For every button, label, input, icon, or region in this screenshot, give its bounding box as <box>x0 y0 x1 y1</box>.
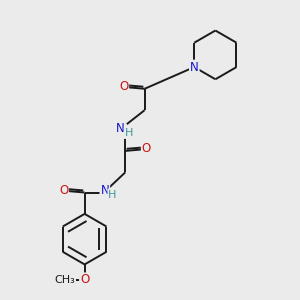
Text: CH₃: CH₃ <box>54 275 75 285</box>
Text: O: O <box>59 184 68 196</box>
Text: O: O <box>142 142 151 155</box>
Text: O: O <box>119 80 128 93</box>
Text: H: H <box>125 128 133 138</box>
Text: N: N <box>100 184 109 197</box>
Text: O: O <box>80 273 89 286</box>
Text: N: N <box>116 122 125 135</box>
Text: N: N <box>190 61 199 74</box>
Text: H: H <box>108 190 117 200</box>
